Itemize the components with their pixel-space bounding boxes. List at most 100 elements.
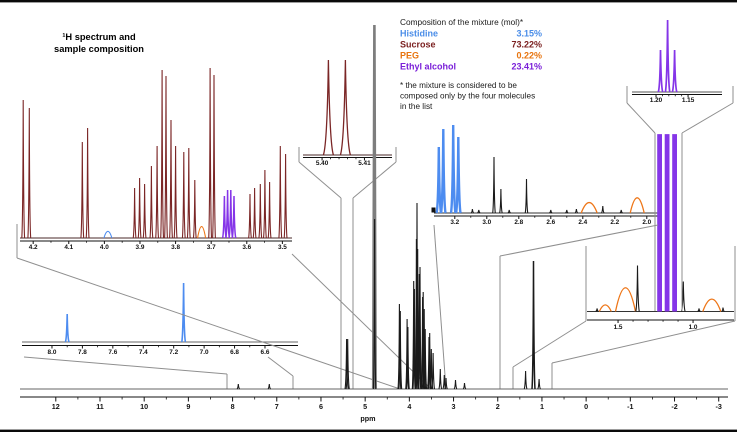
peak-sucrose [248, 193, 252, 239]
axis-tick-label: 7.0 [200, 349, 209, 356]
axis-tick-label: 1 [540, 402, 544, 411]
axis-tick-label: 7 [275, 402, 279, 411]
legend-value-sucrose: 73.22% [511, 40, 542, 50]
peak-sucrose [278, 145, 283, 239]
axis-tick-label: 1.20 [650, 97, 663, 104]
peak-peg [629, 197, 645, 214]
peak-ethanol [671, 49, 678, 93]
peak-sucrose [339, 59, 352, 156]
axis-tick-label: 4 [407, 402, 411, 411]
peak-black [236, 383, 241, 390]
peak-sucrose [208, 67, 213, 239]
peak-black [422, 308, 427, 390]
peak-histidine [449, 124, 457, 214]
callout-line [433, 224, 447, 390]
peak-black [417, 273, 422, 390]
axis-tick-label: 7.4 [139, 349, 148, 356]
peak-peg [598, 304, 612, 312]
legend-value-peg: 0.22% [516, 51, 542, 61]
peak-black [537, 378, 541, 390]
spectrum-panel-insetC: 1.20 1.15 [632, 19, 722, 104]
axis-unit-label: ppm [360, 414, 375, 423]
axis-tick-label: 4.1 [64, 244, 73, 251]
peak-black [427, 336, 431, 390]
legend-footnote-line3: in the list [400, 102, 433, 111]
peak-black [470, 208, 475, 214]
peak-sucrose [132, 187, 137, 239]
axis-tick-label: 7.6 [108, 349, 117, 356]
axis-tick-label: -2 [671, 402, 677, 411]
axis-tick-label: 3.0 [482, 219, 491, 226]
peak-sucrose [149, 165, 154, 239]
axis-tick-label: 5.41 [358, 160, 371, 167]
axis-tick-label: -3 [716, 402, 722, 411]
legend-name-ethyl-alcohol: Ethyl alcohol [400, 62, 456, 72]
peak-black [697, 308, 701, 313]
callout-line [499, 224, 659, 257]
figure-title: ¹H spectrum and sample composition [54, 32, 144, 54]
peak-peg [197, 226, 207, 239]
peak-histidine [64, 313, 70, 343]
axis-tick-label: 6.8 [230, 349, 239, 356]
legend-name-peg: PEG [400, 51, 419, 61]
axis-tick-label: -1 [627, 402, 633, 411]
axis-tick-label: 12 [52, 402, 60, 411]
callout-line [512, 320, 587, 368]
axis-tick-label: 5 [363, 402, 367, 411]
peak-sucrose [155, 145, 160, 239]
legend-title: Composition of the mixture (mol)* [400, 17, 524, 27]
peak-sucrose [186, 147, 191, 239]
peak-black [574, 208, 579, 214]
peak-black [507, 209, 511, 214]
axis-tick-label: 5.40 [316, 160, 329, 167]
peak-black [524, 178, 529, 214]
axis-tick-label: 10 [140, 402, 148, 411]
spectrum-panel-insetF: 1.5 1.0 [587, 134, 734, 331]
peak-black [523, 370, 528, 390]
peak-sucrose [137, 177, 142, 239]
axis-tick-label: 3 [452, 402, 456, 411]
peak-sucrose [21, 99, 26, 239]
callout-line [267, 356, 294, 377]
axis-tick-label: 2.0 [642, 219, 651, 226]
peak-sucrose [80, 141, 85, 239]
peak-sucrose [262, 169, 267, 239]
peak-black [405, 318, 410, 390]
peak-black [531, 260, 536, 390]
peak-sucrose [212, 74, 216, 239]
peak-ethanol [228, 189, 234, 239]
peak-black [418, 266, 422, 390]
peak-sucrose [252, 187, 257, 239]
axis-tick-label: 1.5 [614, 324, 623, 331]
bottom-border-bar [0, 429, 737, 432]
axis-tick-label: 4.2 [29, 244, 38, 251]
axis-tick-label: 7.2 [169, 349, 178, 356]
peak-black [619, 209, 623, 214]
peak-black [372, 218, 377, 390]
callout-line [16, 257, 401, 390]
callout-lines-layer [16, 86, 736, 390]
peak-sucrose [258, 183, 263, 239]
axis-tick-label: 7.8 [78, 349, 87, 356]
peak-ethanol [657, 49, 664, 93]
axis-tick-label: 3.6 [242, 244, 251, 251]
peak-black [499, 188, 503, 214]
peak-black [431, 352, 436, 390]
peak-sucrose [142, 183, 147, 239]
peak-histidine [435, 146, 443, 214]
peak-histidine [103, 230, 113, 239]
peak-sucrose [322, 59, 335, 156]
axis-tick-label: 8.0 [48, 349, 57, 356]
peak-black [405, 326, 410, 390]
axis-tick-label: 8 [231, 402, 235, 411]
axis-tick-label: 1.0 [689, 324, 698, 331]
legend-footnote-line1: * the mixture is considered to be [400, 81, 517, 90]
peak-sucrose [192, 179, 197, 239]
axis-tick-label: 6.6 [261, 349, 270, 356]
callout-line [626, 102, 656, 134]
axis-tick-label: 2.8 [514, 219, 523, 226]
axis-tick-label: 0 [584, 402, 588, 411]
peak-sucrose [164, 75, 168, 239]
peak-sucrose [181, 151, 186, 239]
